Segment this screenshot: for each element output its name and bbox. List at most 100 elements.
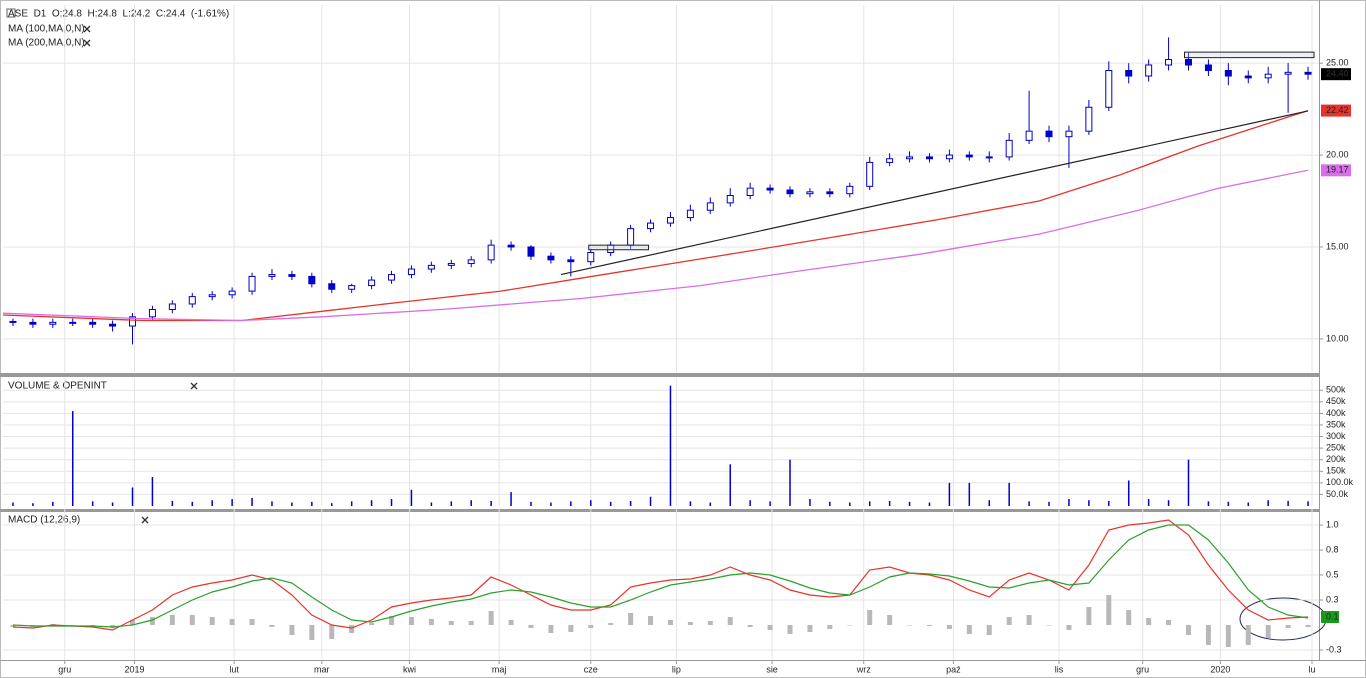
macd-line <box>12 519 1309 631</box>
candle-body <box>965 154 973 158</box>
histogram-bar <box>369 623 375 625</box>
volume-bar <box>410 489 413 506</box>
x-tick-label: mar <box>314 664 330 674</box>
y-tick-label: 250k <box>1326 443 1346 453</box>
level-box <box>1184 51 1315 59</box>
candle-body <box>766 187 774 191</box>
histogram-bar <box>10 625 16 627</box>
trendline <box>560 110 1309 276</box>
candle-body <box>846 185 854 195</box>
volume-bar <box>151 477 154 506</box>
volume-bar <box>12 502 14 506</box>
candle-body <box>487 244 495 261</box>
histogram-bar <box>887 615 893 625</box>
last-value-label: 0.1 <box>1326 611 1339 621</box>
volume-bar <box>1207 501 1210 506</box>
volume-bar <box>649 496 652 506</box>
histogram-bar <box>289 625 295 635</box>
volume-bar <box>191 501 194 506</box>
volume-bar <box>1048 501 1050 506</box>
histogram-bar <box>508 620 514 625</box>
volume-bar <box>510 492 512 506</box>
histogram-bar <box>1086 607 1092 625</box>
candle-body <box>1224 70 1232 77</box>
volume-bar <box>32 503 34 506</box>
close-icon[interactable] <box>190 382 198 390</box>
y-tick-label: 0.8 <box>1326 544 1339 554</box>
volume-bar <box>291 502 293 506</box>
candle-body <box>587 252 595 263</box>
histogram-bar <box>847 625 853 626</box>
close-icon[interactable] <box>83 25 91 33</box>
volume-bar <box>530 501 532 506</box>
volume-bar <box>1008 482 1010 506</box>
candle-body <box>427 264 435 270</box>
y-tick-label: 15.00 <box>1326 241 1349 251</box>
histogram-bar <box>707 621 713 625</box>
volume-bar <box>1287 500 1289 506</box>
y-tick-label: 0.3 <box>1326 594 1339 604</box>
candle-body <box>945 154 953 160</box>
close-icon[interactable] <box>83 39 91 47</box>
moving-average-line <box>2 109 1309 322</box>
volume-bar <box>908 501 911 506</box>
x-tick-label: wrz <box>856 664 871 674</box>
volume-bar <box>928 502 931 506</box>
close-icon[interactable] <box>141 516 149 524</box>
y-tick-label: 450k <box>1326 396 1346 406</box>
histogram-bar <box>1146 618 1152 625</box>
y-tick-label: 1.0 <box>1326 519 1339 529</box>
candle-body <box>1045 130 1053 138</box>
histogram-bar <box>408 617 414 625</box>
histogram-bar <box>1106 595 1112 625</box>
histogram-bar <box>149 617 155 625</box>
candle-body <box>188 296 196 305</box>
volume-bar <box>948 482 951 506</box>
last-value-box <box>1321 611 1339 623</box>
volume-bar <box>550 502 552 506</box>
volume-bar <box>829 501 831 506</box>
candle-body <box>925 156 933 160</box>
candle-body <box>906 156 914 160</box>
volume-bar <box>1147 499 1150 506</box>
candle-body <box>1025 130 1033 141</box>
candle-body <box>507 244 515 248</box>
y-tick-label: 350k <box>1326 419 1346 429</box>
volume-bar <box>350 501 353 506</box>
histogram-bar <box>1265 625 1271 638</box>
collapse-icon[interactable] <box>6 8 16 18</box>
y-tick-label: 10.00 <box>1326 333 1349 343</box>
volume-bar <box>1127 480 1130 506</box>
moving-average-line <box>2 169 1309 322</box>
level-box <box>588 244 650 251</box>
volume-bar <box>111 502 114 506</box>
candle-body <box>228 290 236 296</box>
candle-body <box>1145 64 1153 77</box>
volume-bar <box>1247 502 1250 506</box>
histogram-bar <box>1046 625 1052 626</box>
histogram-bar <box>767 625 773 630</box>
histogram-bar <box>389 616 395 625</box>
volume-bar <box>709 502 712 506</box>
candle-body <box>1264 73 1272 79</box>
y-tick-label: 0.5 <box>1326 569 1339 579</box>
y-tick-label: 400k <box>1326 408 1346 418</box>
candle-body <box>49 321 57 325</box>
volume-bar <box>231 499 233 506</box>
histogram-bar <box>548 625 554 633</box>
histogram-bar <box>827 625 833 629</box>
panel-title: VOLUME & OPENINT <box>8 381 107 392</box>
histogram-bar <box>986 625 992 635</box>
y-tick-label: 50.0k <box>1326 489 1349 499</box>
histogram-bar <box>488 611 494 625</box>
histogram-bar <box>648 616 654 625</box>
panel-divider <box>0 373 1320 377</box>
histogram-bar <box>608 623 614 625</box>
candle-body <box>447 263 455 266</box>
volume-bar <box>590 500 592 506</box>
x-tick-label: lut <box>229 664 239 674</box>
volume-bar <box>789 459 791 506</box>
candle-body <box>1105 70 1113 108</box>
